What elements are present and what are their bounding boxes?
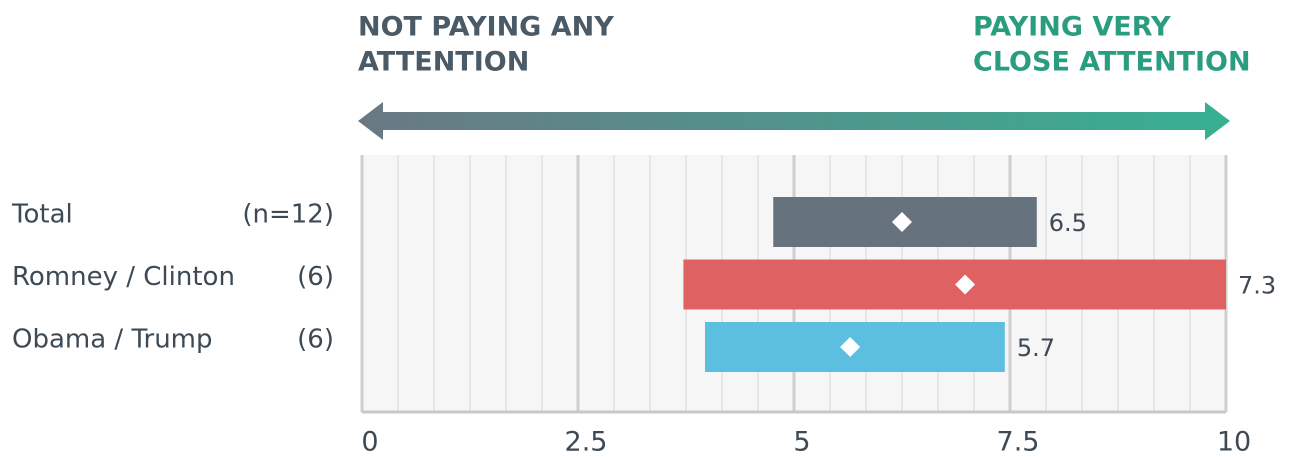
x-tick-label: 5 — [793, 427, 810, 457]
x-tick-label: 0 — [361, 427, 378, 457]
category-label: Total — [11, 200, 73, 230]
right-label: PAYING VERY — [973, 12, 1171, 43]
x-tick-label: 10 — [1217, 427, 1251, 457]
category-label: Obama / Trump — [12, 325, 213, 355]
x-tick-label: 2.5 — [565, 427, 608, 457]
bar — [683, 259, 1226, 310]
right-label: CLOSE ATTENTION — [973, 47, 1251, 78]
arrow — [358, 102, 1230, 140]
sample-size: (6) — [297, 262, 334, 292]
category-label: Romney / Clinton — [12, 262, 235, 292]
value-label: 7.3 — [1238, 272, 1276, 300]
x-tick-label: 7.5 — [997, 427, 1040, 457]
mean-marker — [892, 212, 912, 232]
left-label: NOT PAYING ANY — [358, 12, 614, 43]
value-label: 6.5 — [1049, 209, 1087, 237]
sample-size: (n=12) — [242, 200, 334, 230]
mean-marker — [955, 274, 976, 295]
sample-size: (6) — [297, 325, 334, 355]
value-label: 5.7 — [1017, 334, 1055, 362]
mean-marker — [840, 337, 861, 357]
left-label: ATTENTION — [358, 47, 529, 78]
